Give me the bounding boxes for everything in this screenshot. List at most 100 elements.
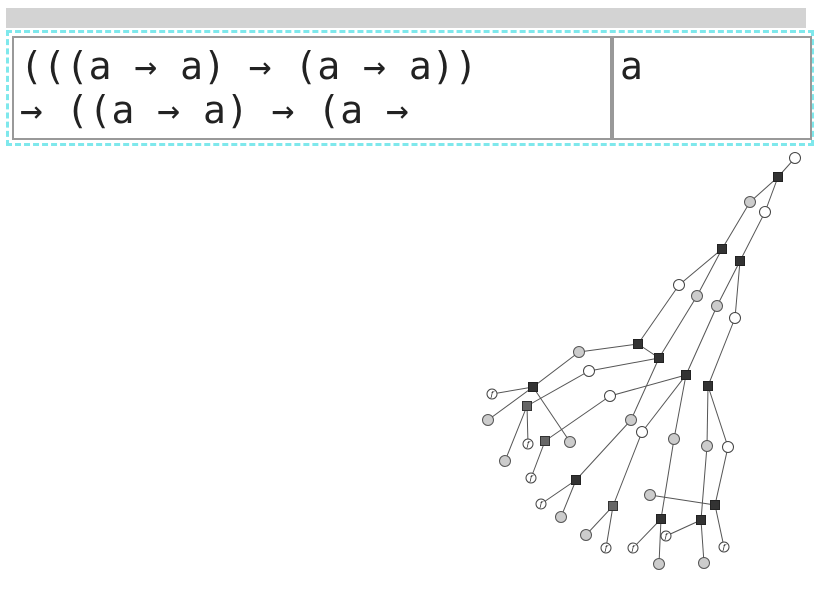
node-square bbox=[608, 501, 618, 511]
edge bbox=[665, 519, 702, 537]
leaf-label: f bbox=[539, 501, 544, 509]
formula-box[interactable]: (((a → a) → (a → a)) → ((a → a) → (a → bbox=[12, 36, 612, 140]
focus-frame bbox=[6, 30, 814, 146]
edge bbox=[734, 260, 741, 319]
edge bbox=[526, 405, 529, 445]
node-circle bbox=[636, 426, 648, 438]
edge bbox=[605, 505, 614, 549]
node-circle bbox=[644, 489, 656, 501]
edge bbox=[530, 440, 546, 479]
leaf-label: f bbox=[526, 441, 531, 449]
leaf-node bbox=[660, 530, 672, 542]
node-circle bbox=[673, 279, 685, 291]
leaf-label: f bbox=[529, 475, 534, 483]
node-circle bbox=[701, 440, 713, 452]
edge bbox=[575, 419, 632, 481]
edge bbox=[658, 295, 698, 359]
edge bbox=[504, 405, 528, 462]
leaf-label: f bbox=[631, 545, 636, 553]
node-square bbox=[654, 353, 664, 363]
edge bbox=[706, 385, 709, 447]
node-circle bbox=[499, 455, 511, 467]
edge bbox=[714, 446, 729, 506]
edge bbox=[673, 374, 687, 440]
edge bbox=[532, 386, 571, 443]
node-circle bbox=[711, 300, 723, 312]
leaf-node bbox=[522, 438, 534, 450]
edge bbox=[649, 494, 716, 506]
leaf-node bbox=[600, 542, 612, 554]
node-square bbox=[540, 436, 550, 446]
leaf-label: f bbox=[664, 533, 669, 541]
leaf-label: f bbox=[490, 391, 495, 399]
edge bbox=[707, 317, 736, 387]
node-circle bbox=[729, 312, 741, 324]
edge bbox=[637, 284, 680, 345]
leaf-label: f bbox=[722, 544, 727, 552]
leaf-node bbox=[486, 388, 498, 400]
node-circle bbox=[604, 390, 616, 402]
node-circle bbox=[555, 511, 567, 523]
leaf-node bbox=[535, 498, 547, 510]
node-circle bbox=[653, 558, 665, 570]
edge bbox=[739, 211, 766, 262]
node-circle bbox=[625, 414, 637, 426]
node-circle bbox=[482, 414, 494, 426]
leaf-label: f bbox=[604, 545, 609, 553]
node-square bbox=[717, 244, 727, 254]
node-square bbox=[681, 370, 691, 380]
formula-line: (((a → a) → (a → a)) bbox=[20, 44, 478, 88]
node-circle bbox=[573, 346, 585, 358]
edge bbox=[526, 370, 590, 407]
edge bbox=[641, 374, 687, 433]
node-square bbox=[656, 514, 666, 524]
node-circle bbox=[564, 436, 576, 448]
leaf-node bbox=[718, 541, 730, 553]
node-circle bbox=[691, 290, 703, 302]
node-square bbox=[710, 500, 720, 510]
leaf-node bbox=[627, 542, 639, 554]
node-circle bbox=[668, 433, 680, 445]
edge bbox=[540, 479, 577, 505]
edge bbox=[487, 386, 534, 421]
node-circle bbox=[789, 152, 801, 164]
result-text: a bbox=[620, 44, 643, 88]
edge bbox=[544, 395, 611, 442]
edge bbox=[630, 357, 660, 421]
edge bbox=[685, 305, 718, 376]
edge bbox=[714, 504, 725, 548]
result-box[interactable]: a bbox=[612, 36, 812, 140]
node-square bbox=[571, 475, 581, 485]
edge bbox=[658, 518, 662, 565]
node-circle bbox=[583, 365, 595, 377]
node-square bbox=[735, 256, 745, 266]
node-circle bbox=[580, 529, 592, 541]
edge bbox=[660, 438, 675, 520]
edge bbox=[721, 201, 751, 250]
edge bbox=[588, 357, 660, 372]
node-square bbox=[633, 339, 643, 349]
node-square bbox=[522, 401, 532, 411]
edge bbox=[560, 479, 577, 518]
edge bbox=[532, 351, 580, 388]
edge bbox=[700, 519, 705, 564]
edge bbox=[764, 176, 779, 213]
node-circle bbox=[722, 441, 734, 453]
edge bbox=[700, 445, 708, 521]
edge bbox=[491, 386, 534, 395]
edge bbox=[578, 343, 639, 353]
edge bbox=[678, 248, 723, 286]
node-square bbox=[528, 382, 538, 392]
node-square bbox=[703, 381, 713, 391]
edge bbox=[716, 260, 741, 307]
node-circle bbox=[698, 557, 710, 569]
leaf-node bbox=[525, 472, 537, 484]
node-square bbox=[773, 172, 783, 182]
node-circle bbox=[744, 196, 756, 208]
node-square bbox=[696, 515, 706, 525]
edge bbox=[612, 431, 643, 507]
edge bbox=[707, 385, 729, 448]
edge bbox=[696, 248, 723, 297]
